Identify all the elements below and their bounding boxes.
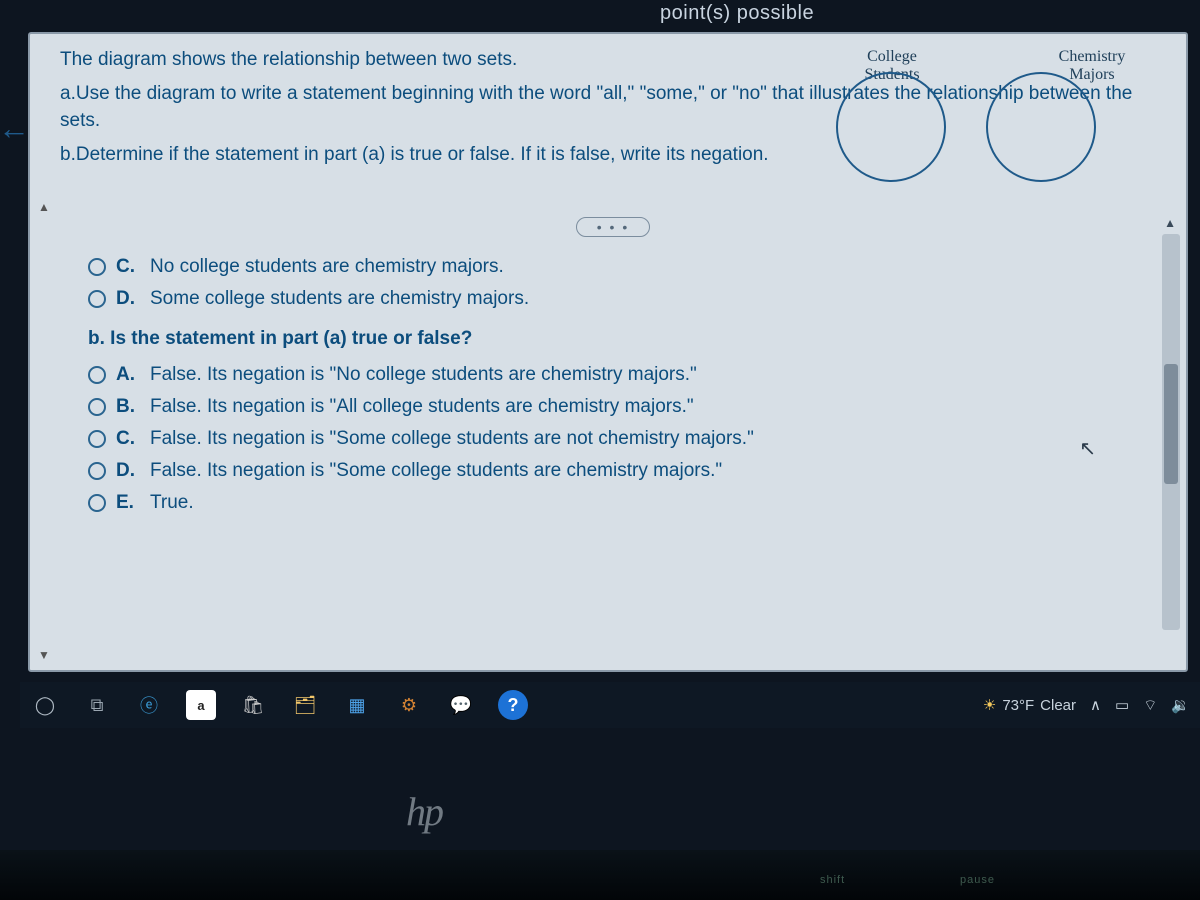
option-row: C. No college students are chemistry maj… [88, 256, 916, 278]
venn-circle-right [986, 72, 1096, 182]
screen: point(s) possible ← ▲ ▼ The diagram show… [0, 0, 1200, 900]
weather-cond: Clear [1040, 697, 1076, 714]
hp-logo: hp [406, 788, 442, 835]
scrollbar-thumb[interactable] [1164, 364, 1178, 484]
venn-diagram: CollegeStudents ChemistryMajors [836, 48, 1136, 178]
option-row: B. False. Its negation is "All college s… [88, 396, 916, 418]
part-b-label: b. [60, 144, 76, 165]
weather-temp: 73°F [1002, 697, 1034, 714]
scroll-down-button[interactable]: ▼ [36, 648, 52, 664]
taskbar: ◯ ⧉ ⓔ a 🛍 🗂 ▦ ⚙ 💬 ? ☀ 73°F Clear ∧ ▭ ⌔ 🔉 [20, 682, 1200, 728]
option-text: True. [150, 492, 194, 514]
option-letter: D. [116, 288, 140, 310]
option-letter: D. [116, 460, 140, 482]
help-icon[interactable]: ? [498, 690, 528, 720]
option-text: False. Its negation is "All college stud… [150, 396, 694, 418]
app-icon-1[interactable]: ▦ [342, 690, 372, 720]
radio-b-a[interactable] [88, 366, 106, 384]
store-icon[interactable]: 🛍 [238, 690, 268, 720]
radio-c[interactable] [88, 258, 106, 276]
part-a-label: a. [60, 83, 76, 104]
expand-button[interactable]: • • • [576, 217, 650, 237]
part-b-question: b. Is the statement in part (a) true or … [88, 328, 916, 350]
option-letter: A. [116, 364, 140, 386]
wifi-icon[interactable]: ⌔ [1143, 696, 1157, 715]
header-fragment: point(s) possible [660, 0, 814, 28]
option-row: D. Some college students are chemistry m… [88, 288, 916, 310]
scroll-up-button[interactable]: ▲ [36, 200, 52, 216]
cursor-icon: ↖ [1079, 436, 1096, 461]
option-row: D. False. Its negation is "Some college … [88, 460, 916, 482]
task-view-icon[interactable]: ⧉ [82, 690, 112, 720]
keyboard-bezel: shift pause [0, 850, 1200, 900]
part-b-text: Determine if the statement in part (a) i… [76, 144, 769, 165]
option-text: False. Its negation is "Some college stu… [150, 460, 722, 482]
battery-icon[interactable]: ▭ [1115, 696, 1129, 714]
radio-b-d[interactable] [88, 462, 106, 480]
settings-icon[interactable]: ⚙ [394, 690, 424, 720]
content-region: The diagram shows the relationship betwe… [60, 46, 1166, 658]
option-text: False. Its negation is "Some college stu… [150, 428, 754, 450]
option-row: E. True. [88, 492, 916, 514]
option-letter: E. [116, 492, 140, 514]
amazon-icon[interactable]: a [186, 690, 216, 720]
option-row: A. False. Its negation is "No college st… [88, 364, 916, 386]
chat-icon[interactable]: 💬 [446, 690, 476, 720]
scrollbar-up-icon[interactable]: ▲ [1164, 216, 1176, 230]
option-row: C. False. Its negation is "Some college … [88, 428, 916, 450]
key-label: shift [820, 874, 845, 886]
edge-icon[interactable]: ⓔ [134, 690, 164, 720]
system-tray: ☀ 73°F Clear ∧ ▭ ⌔ 🔉 [983, 696, 1190, 715]
back-arrow-button[interactable]: ← [0, 108, 28, 148]
cortana-icon[interactable]: ◯ [30, 690, 60, 720]
option-letter: C. [116, 428, 140, 450]
option-text: Some college students are chemistry majo… [150, 288, 529, 310]
sound-icon[interactable]: 🔉 [1171, 696, 1190, 714]
radio-b-b[interactable] [88, 398, 106, 416]
key-label: pause [960, 874, 995, 886]
radio-b-c[interactable] [88, 430, 106, 448]
divider: • • • [60, 216, 1166, 238]
option-text: False. Its negation is "No college stude… [150, 364, 697, 386]
question-panel: ▲ ▼ The diagram shows the relationship b… [28, 32, 1188, 672]
option-letter: C. [116, 256, 140, 278]
radio-b-e[interactable] [88, 494, 106, 512]
scrollbar[interactable]: ▲ [1162, 234, 1180, 630]
radio-d[interactable] [88, 290, 106, 308]
file-explorer-icon[interactable]: 🗂 [290, 690, 320, 720]
weather-widget[interactable]: ☀ 73°F Clear [983, 696, 1076, 714]
tray-caret[interactable]: ∧ [1090, 696, 1101, 714]
option-letter: B. [116, 396, 140, 418]
weather-icon: ☀ [983, 696, 996, 714]
venn-circle-left [836, 72, 946, 182]
option-text: No college students are chemistry majors… [150, 256, 504, 278]
answers-block: C. No college students are chemistry maj… [88, 256, 916, 524]
